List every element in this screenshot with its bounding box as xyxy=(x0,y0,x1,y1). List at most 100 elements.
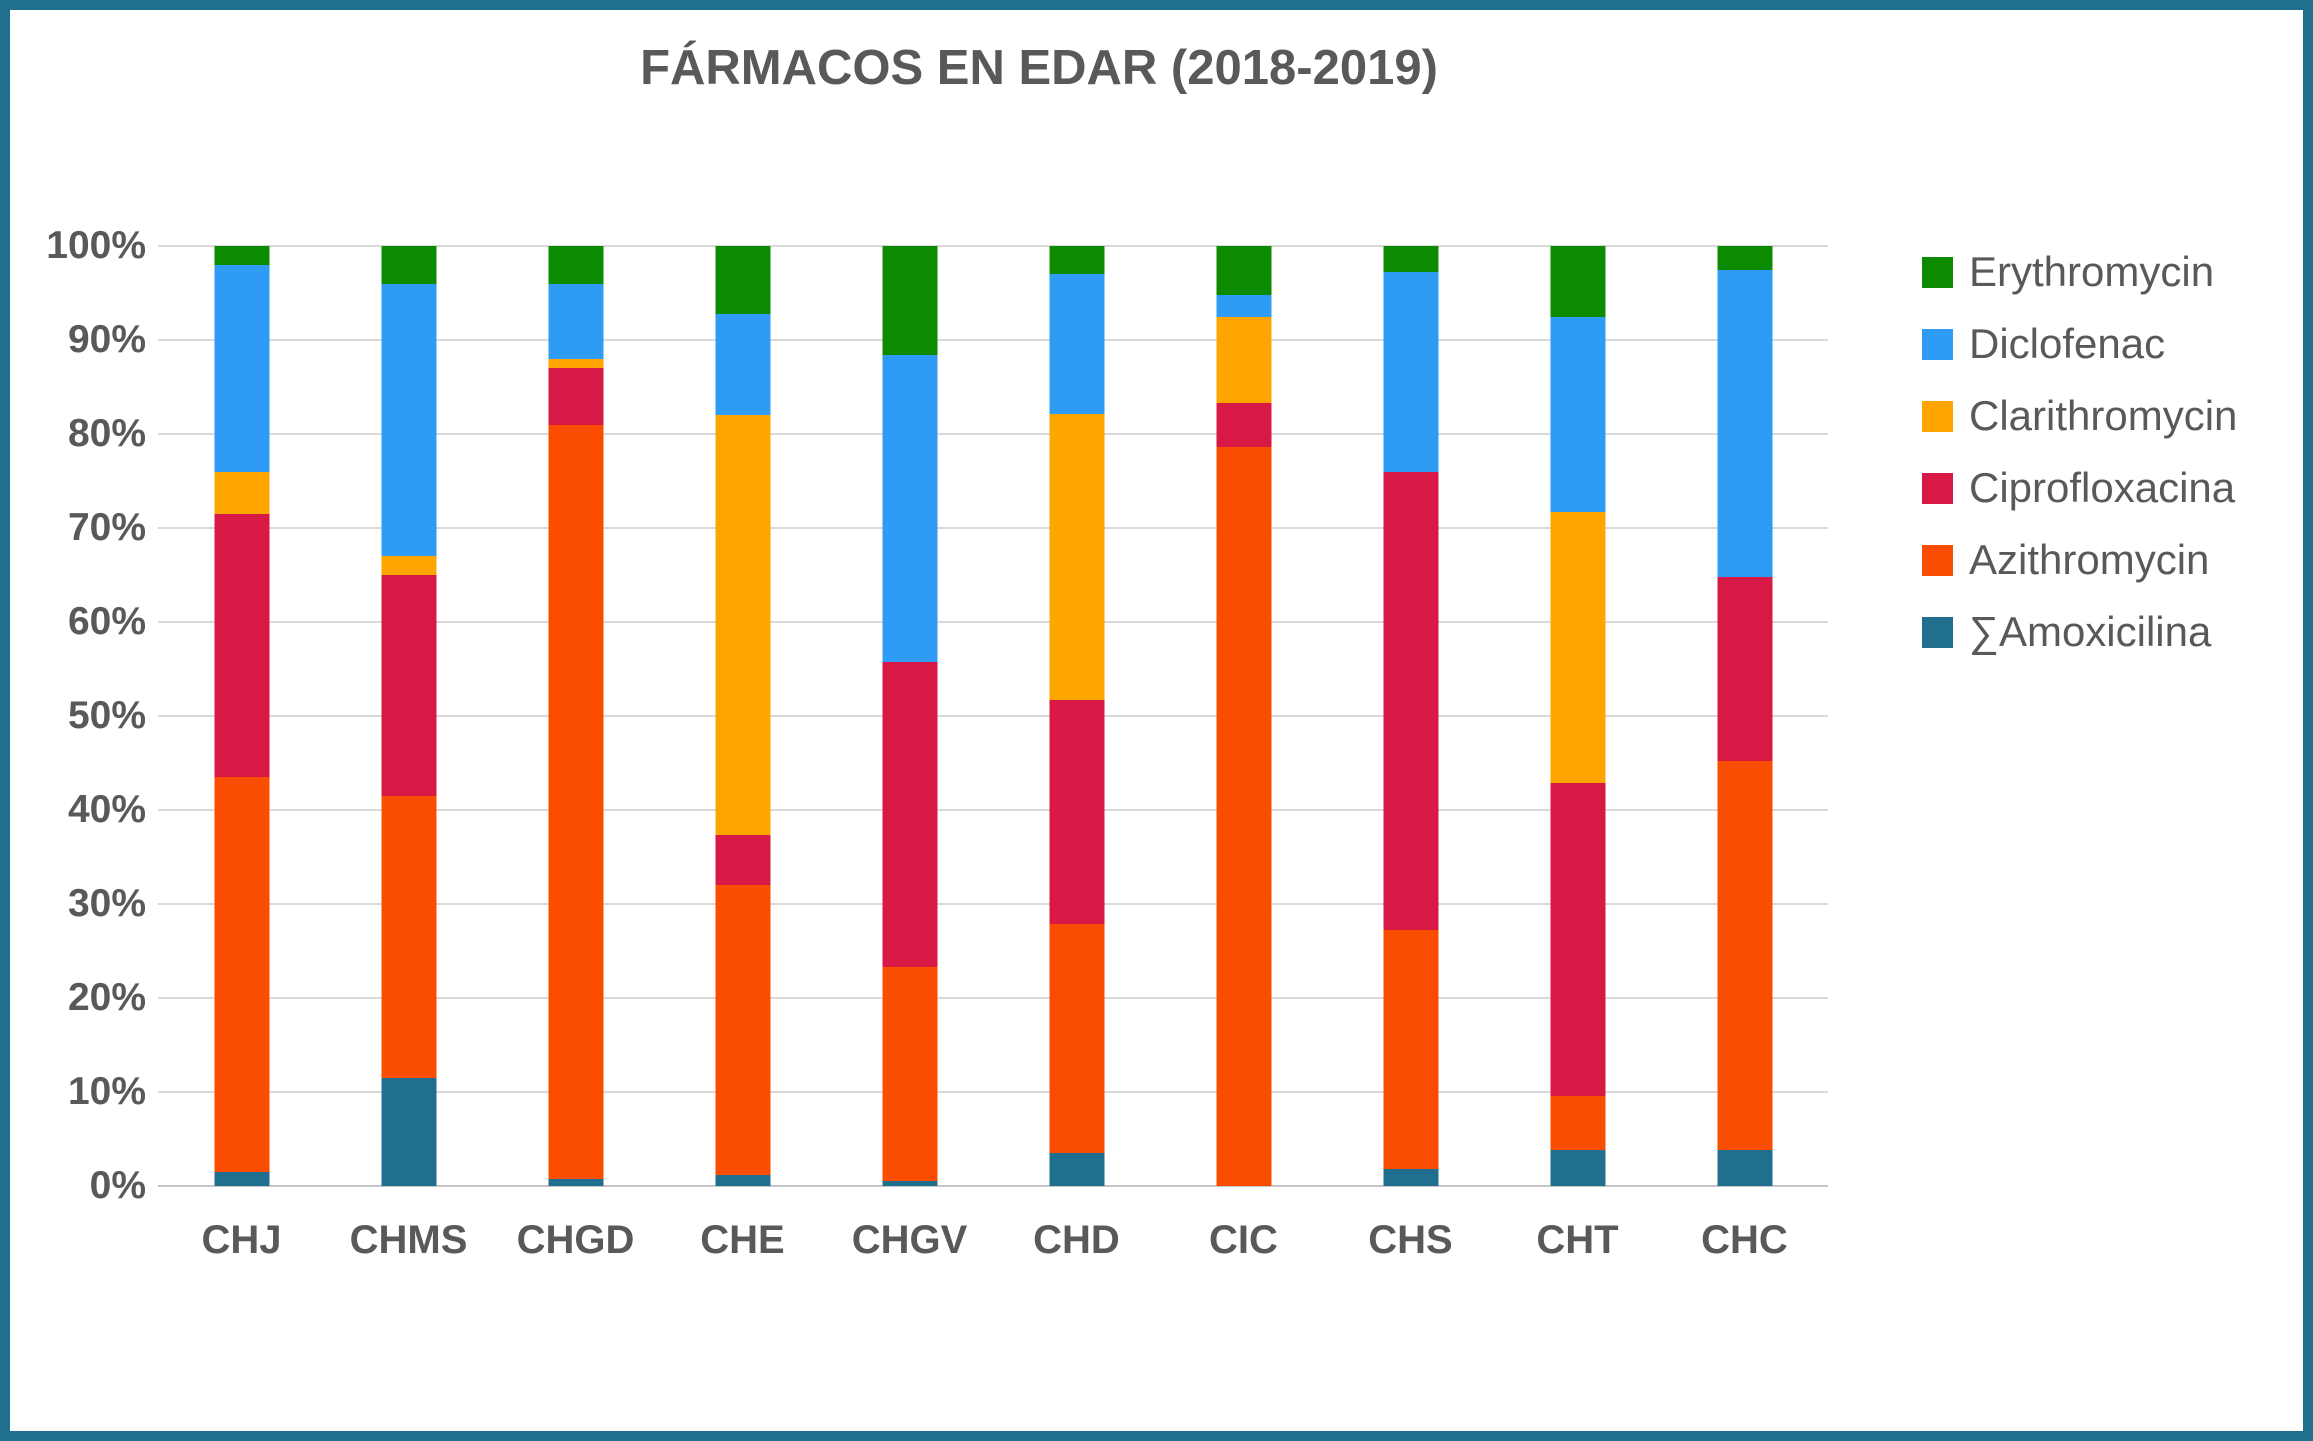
y-tick-label: 60% xyxy=(67,600,146,643)
y-tick-label: 0% xyxy=(89,1164,146,1207)
bar-CHD xyxy=(1049,246,1104,1186)
bar-slot xyxy=(826,246,993,1186)
legend-swatch-icon xyxy=(1922,616,1953,648)
bar-CHC xyxy=(1717,246,1772,1186)
bar-slot xyxy=(1494,246,1661,1186)
gridline xyxy=(158,433,1828,435)
bar-segment xyxy=(381,246,436,284)
bar-CHGD xyxy=(548,246,603,1186)
bar-slot xyxy=(659,246,826,1186)
legend-swatch-icon xyxy=(1922,544,1953,576)
bar-segment xyxy=(715,885,770,1175)
x-tick-label: CHGV xyxy=(851,1218,968,1262)
bar-segment xyxy=(715,313,770,416)
bar-segment xyxy=(882,355,937,663)
bar-segment xyxy=(1383,930,1438,1170)
x-tick-label: CIC xyxy=(1209,1218,1278,1262)
bar-segment xyxy=(1717,246,1772,270)
bar-segment xyxy=(1049,923,1104,1154)
bar-segment xyxy=(548,368,603,425)
bar-segment xyxy=(1216,294,1271,317)
bar-CHMS xyxy=(381,246,436,1186)
bar-CHE xyxy=(715,246,770,1186)
bar-segment xyxy=(381,283,436,557)
bar-segment xyxy=(882,967,937,1182)
y-tick-label: 90% xyxy=(67,318,146,361)
legend-item: Clarithromycin xyxy=(1922,380,2237,452)
legend-item: ∑Amoxicilina xyxy=(1922,596,2237,668)
bar-CHGV xyxy=(882,246,937,1186)
legend: Erythromycin Diclofenac Clarithromycin Cipr… xyxy=(1922,236,2237,668)
legend-swatch-icon xyxy=(1922,400,1953,432)
bar-slot xyxy=(1160,246,1327,1186)
y-tick-label: 50% xyxy=(67,694,146,737)
legend-label: ∑Amoxicilina xyxy=(1969,608,2212,655)
bar-segment xyxy=(548,424,603,1180)
legend-swatch-icon xyxy=(1922,256,1953,288)
y-tick-label: 10% xyxy=(67,1070,146,1113)
gridline xyxy=(158,715,1828,717)
legend-label: Ciprofloxacina xyxy=(1969,464,2236,511)
legend-label: Diclofenac xyxy=(1969,320,2166,367)
bar-CHT xyxy=(1550,246,1605,1186)
chart-title: FÁRMACOS EN EDAR (2018-2019) xyxy=(640,41,1438,95)
bar-segment xyxy=(715,415,770,836)
bar-segment xyxy=(1049,246,1104,275)
gridline xyxy=(158,621,1828,623)
bar-segment xyxy=(715,1174,770,1186)
bar-segment xyxy=(1383,246,1438,273)
bar-segment xyxy=(381,575,436,796)
x-tick-label: CHS xyxy=(1368,1218,1453,1262)
legend-label: Erythromycin xyxy=(1969,248,2215,295)
bar-segment xyxy=(214,471,269,514)
bar-slot xyxy=(325,246,492,1186)
bar-segment xyxy=(882,1181,937,1186)
y-tick-label: 20% xyxy=(67,976,146,1019)
bar-segment xyxy=(882,246,937,356)
y-tick-label: 80% xyxy=(67,412,146,455)
legend-item: Diclofenac xyxy=(1922,308,2237,380)
bar-CHJ xyxy=(214,246,269,1186)
x-tick-label: CHGD xyxy=(516,1218,635,1262)
y-tick-label: 100% xyxy=(46,224,146,267)
bar-segment xyxy=(1383,272,1438,472)
x-tick-label: CHC xyxy=(1701,1218,1788,1262)
bar-segment xyxy=(1383,1169,1438,1186)
gridline xyxy=(158,997,1828,999)
bar-segment xyxy=(548,358,603,369)
bar-segment xyxy=(1216,447,1271,1186)
legend-label: Azithromycin xyxy=(1969,536,2210,583)
bar-segment xyxy=(1717,576,1772,762)
gridline xyxy=(158,245,1828,247)
legend-item: Azithromycin xyxy=(1922,524,2237,596)
bar-segment xyxy=(381,795,436,1078)
legend-swatch-icon xyxy=(1922,472,1953,504)
bar-segment xyxy=(548,283,603,359)
legend-swatch-icon xyxy=(1922,328,1953,360)
legend-item: Erythromycin xyxy=(1922,236,2237,308)
bar-segment xyxy=(1550,316,1605,513)
bar-CIC xyxy=(1216,246,1271,1186)
x-axis: CHJ CHMS CHGD CHE CHGV CHD CIC CHS CHT CHC xyxy=(158,1218,1828,1263)
gridline xyxy=(158,903,1828,905)
bar-segment xyxy=(882,662,937,967)
bar-slot xyxy=(158,246,325,1186)
bar-segment xyxy=(214,264,269,472)
bar-segment xyxy=(381,1077,436,1186)
bar-segment xyxy=(381,556,436,576)
y-tick-label: 70% xyxy=(67,506,146,549)
bar-slot xyxy=(1327,246,1494,1186)
x-tick-label: CHD xyxy=(1033,1218,1120,1262)
bar-segment xyxy=(715,835,770,886)
gridline xyxy=(158,809,1828,811)
y-tick-label: 30% xyxy=(67,882,146,925)
bar-segment xyxy=(1550,782,1605,1096)
y-tick-label: 40% xyxy=(67,788,146,831)
gridline xyxy=(158,1185,1828,1187)
bar-segment xyxy=(1550,1095,1605,1151)
bar-segment xyxy=(214,1171,269,1186)
bar-segment xyxy=(1049,700,1104,924)
bar-segment xyxy=(1049,274,1104,415)
bar-segment xyxy=(1550,1150,1605,1186)
bars-container xyxy=(158,246,1828,1186)
